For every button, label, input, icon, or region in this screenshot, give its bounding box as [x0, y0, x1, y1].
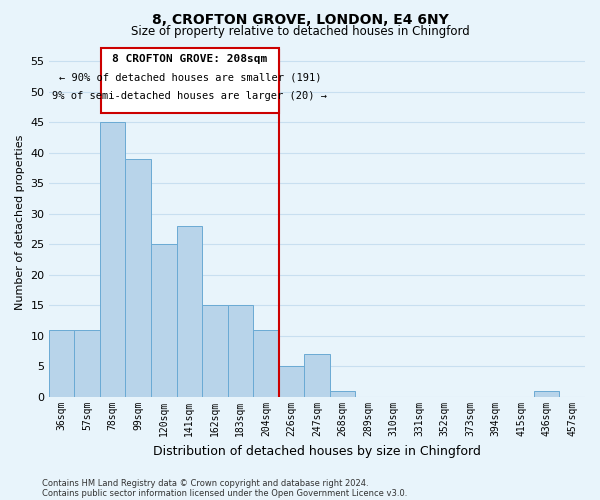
- Text: 9% of semi-detached houses are larger (20) →: 9% of semi-detached houses are larger (2…: [52, 91, 328, 101]
- Bar: [151, 244, 176, 397]
- Text: Contains HM Land Registry data © Crown copyright and database right 2024.: Contains HM Land Registry data © Crown c…: [42, 478, 368, 488]
- Text: Contains public sector information licensed under the Open Government Licence v3: Contains public sector information licen…: [42, 488, 407, 498]
- Bar: [74, 330, 100, 397]
- Text: Size of property relative to detached houses in Chingford: Size of property relative to detached ho…: [131, 25, 469, 38]
- Y-axis label: Number of detached properties: Number of detached properties: [15, 135, 25, 310]
- Bar: [100, 122, 125, 397]
- Bar: [253, 330, 278, 397]
- Bar: [329, 390, 355, 397]
- Text: 8, CROFTON GROVE, LONDON, E4 6NY: 8, CROFTON GROVE, LONDON, E4 6NY: [152, 12, 448, 26]
- Bar: [304, 354, 329, 397]
- Bar: [176, 226, 202, 397]
- Bar: [534, 390, 559, 397]
- Bar: [227, 305, 253, 397]
- Bar: [278, 366, 304, 397]
- Bar: [49, 330, 74, 397]
- Text: ← 90% of detached houses are smaller (191): ← 90% of detached houses are smaller (19…: [59, 72, 321, 83]
- X-axis label: Distribution of detached houses by size in Chingford: Distribution of detached houses by size …: [153, 444, 481, 458]
- Bar: [125, 158, 151, 397]
- FancyBboxPatch shape: [101, 48, 278, 113]
- Bar: [202, 305, 227, 397]
- Text: 8 CROFTON GROVE: 208sqm: 8 CROFTON GROVE: 208sqm: [112, 54, 268, 64]
